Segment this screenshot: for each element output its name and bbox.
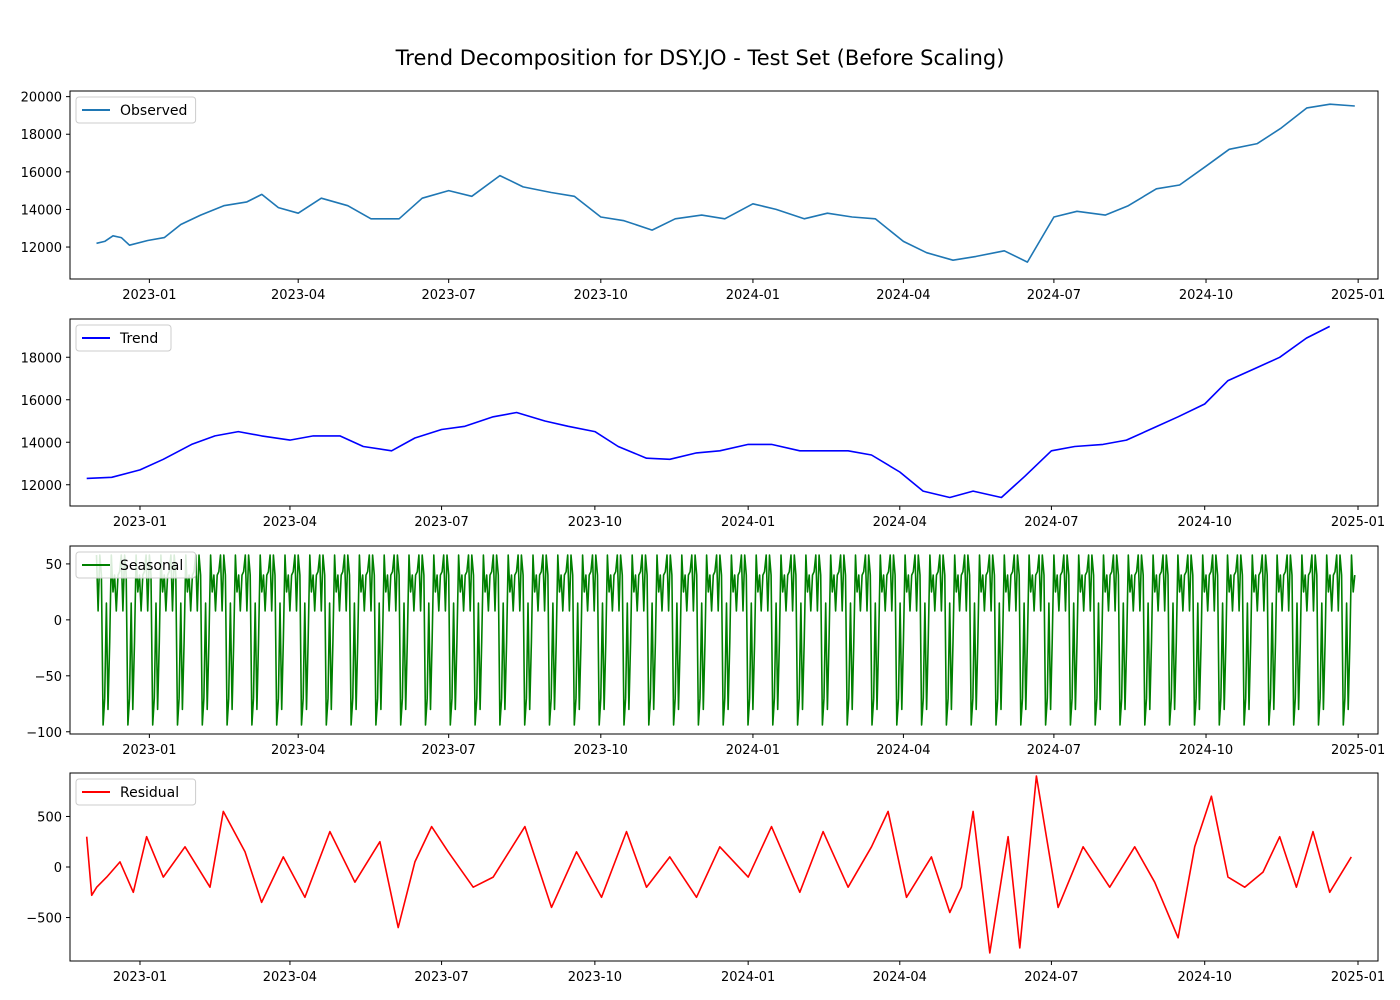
x-tick-label: 2024-10	[1178, 970, 1232, 985]
x-tick-label: 2025-01	[1331, 288, 1385, 303]
panel-observed: 2023-01 2023-04 2023-07 2023-10 2024-01 2024-…	[21, 90, 1385, 303]
x-tick-label: 2024-10	[1178, 515, 1232, 530]
y-tick-label: 0	[54, 861, 62, 876]
x-tick-label: 2024-04	[876, 288, 930, 303]
x-tick-label: 2024-01	[721, 970, 775, 985]
x-tick-label: 2023-10	[574, 743, 628, 758]
axes-frame	[69, 90, 1379, 280]
x-tick-label: 2023-07	[422, 288, 476, 303]
y-tick-label: 0	[54, 614, 62, 629]
x-tick-label: 2024-04	[873, 515, 927, 530]
chart-title: Trend Decomposition for DSY.JO - Test Se…	[395, 46, 1005, 70]
y-tick-label: 20000	[21, 91, 62, 106]
x-tick-label: 2023-07	[414, 970, 468, 985]
legend: Observed	[75, 96, 197, 124]
x-tick-label: 2025-01	[1331, 970, 1385, 985]
y-tick-label: 16000	[21, 166, 62, 181]
x-tick-label: 2024-10	[1179, 288, 1233, 303]
y-tick-label: −500	[26, 912, 62, 927]
series-line-residual	[85, 775, 1352, 954]
series-line-trend	[86, 325, 1331, 499]
legend-box	[75, 96, 197, 124]
series-line-observed	[96, 103, 1355, 263]
x-tick-label: 2023-10	[568, 970, 622, 985]
panel-trend: 2023-01 2023-04 2023-07 2023-10 2024-01 2024-…	[21, 318, 1385, 530]
x-tick-label: 2023-04	[263, 515, 317, 530]
y-tick-label: 12000	[21, 241, 62, 256]
x-tick-label: 2024-07	[1027, 288, 1081, 303]
y-tick-label: 50	[45, 558, 62, 573]
panel-seasonal: 2023-01 2023-04 2023-07 2023-10 2024-01 2024-…	[26, 545, 1385, 758]
x-tick-label: 2023-07	[422, 743, 476, 758]
x-tick-label: 2023-04	[271, 743, 325, 758]
legend: Trend	[75, 324, 172, 352]
x-tick-label: 2023-01	[122, 743, 176, 758]
x-tick-label: 2024-04	[873, 970, 927, 985]
series-line-seasonal	[95, 554, 1356, 726]
y-tick-label: 18000	[21, 351, 62, 366]
x-tick-label: 2024-01	[726, 743, 780, 758]
x-tick-label: 2023-10	[568, 515, 622, 530]
x-tick-label: 2023-10	[574, 288, 628, 303]
y-tick-label: 16000	[21, 394, 62, 409]
panels-group: 2023-01 2023-04 2023-07 2023-10 2024-01 2024-…	[21, 90, 1385, 985]
x-tick-label: 2024-07	[1024, 515, 1078, 530]
x-tick-label: 2024-10	[1179, 743, 1233, 758]
axes-frame	[69, 772, 1379, 962]
y-tick-label: −50	[35, 670, 62, 685]
y-tick-label: −100	[26, 726, 62, 741]
y-tick-label: 14000	[21, 203, 62, 218]
legend-label: Seasonal	[120, 558, 183, 574]
y-tick-label: 12000	[21, 479, 62, 494]
x-tick-label: 2024-01	[721, 515, 775, 530]
legend-box	[75, 551, 197, 579]
x-tick-label: 2023-01	[113, 515, 167, 530]
y-tick-label: 14000	[21, 436, 62, 451]
x-tick-label: 2023-07	[414, 515, 468, 530]
legend-label: Trend	[119, 331, 158, 347]
axes-frame	[69, 318, 1379, 507]
legend: Residual	[75, 778, 197, 806]
legend-label: Residual	[120, 785, 179, 801]
x-tick-label: 2024-07	[1024, 970, 1078, 985]
x-tick-label: 2025-01	[1331, 515, 1385, 530]
legend: Seasonal	[75, 551, 197, 579]
legend-label: Observed	[120, 103, 187, 119]
x-tick-label: 2024-01	[726, 288, 780, 303]
legend-box	[75, 778, 197, 806]
x-tick-label: 2024-04	[876, 743, 930, 758]
legend-box	[75, 324, 172, 352]
y-tick-label: 18000	[21, 128, 62, 143]
x-tick-label: 2023-04	[271, 288, 325, 303]
x-tick-label: 2023-01	[113, 970, 167, 985]
x-tick-label: 2024-07	[1027, 743, 1081, 758]
x-tick-label: 2023-04	[263, 970, 317, 985]
y-tick-label: 500	[37, 810, 62, 825]
panel-residual: 2023-01 2023-04 2023-07 2023-10 2024-01 2024-…	[26, 772, 1385, 985]
x-tick-label: 2025-01	[1331, 743, 1385, 758]
x-tick-label: 2023-01	[122, 288, 176, 303]
